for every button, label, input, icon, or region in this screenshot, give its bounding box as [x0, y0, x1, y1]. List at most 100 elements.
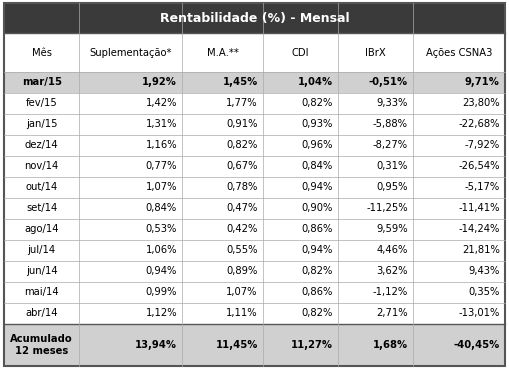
Text: ago/14: ago/14 — [24, 224, 59, 234]
Bar — [338, 219, 413, 240]
Bar — [79, 135, 182, 156]
Bar — [79, 261, 182, 282]
Text: 9,71%: 9,71% — [465, 77, 500, 87]
Bar — [263, 261, 338, 282]
Text: 0,35%: 0,35% — [468, 287, 500, 297]
Bar — [263, 177, 338, 198]
Bar — [263, 324, 338, 366]
Bar — [182, 261, 263, 282]
Text: 11,45%: 11,45% — [215, 340, 258, 350]
Text: out/14: out/14 — [25, 182, 58, 192]
Bar — [4, 135, 79, 156]
Text: mar/15: mar/15 — [22, 77, 62, 87]
Bar — [182, 198, 263, 219]
Bar — [263, 240, 338, 261]
Text: 0,86%: 0,86% — [301, 224, 333, 234]
Text: dez/14: dez/14 — [25, 140, 59, 150]
Bar — [182, 303, 263, 324]
Text: 0,94%: 0,94% — [301, 245, 333, 255]
Bar — [413, 33, 505, 72]
Bar — [4, 156, 79, 177]
Text: 1,92%: 1,92% — [142, 77, 177, 87]
Bar — [79, 33, 182, 72]
Bar — [182, 114, 263, 135]
Text: -0,51%: -0,51% — [369, 77, 408, 87]
Text: 0,99%: 0,99% — [146, 287, 177, 297]
Text: -14,24%: -14,24% — [459, 224, 500, 234]
Text: 0,77%: 0,77% — [146, 161, 177, 171]
Text: abr/14: abr/14 — [25, 308, 58, 318]
Text: M.A.**: M.A.** — [207, 48, 238, 58]
Bar — [413, 156, 505, 177]
Bar — [4, 198, 79, 219]
Text: -5,88%: -5,88% — [373, 120, 408, 130]
Bar — [338, 324, 413, 366]
Bar — [79, 240, 182, 261]
Bar — [182, 177, 263, 198]
Text: 1,77%: 1,77% — [226, 99, 258, 108]
Text: 1,07%: 1,07% — [227, 287, 258, 297]
Bar — [4, 303, 79, 324]
Text: 0,84%: 0,84% — [146, 203, 177, 213]
Text: 11,27%: 11,27% — [291, 340, 333, 350]
Text: 13,94%: 13,94% — [135, 340, 177, 350]
Text: jul/14: jul/14 — [27, 245, 55, 255]
Bar — [413, 282, 505, 303]
Text: 1,04%: 1,04% — [298, 77, 333, 87]
Text: 0,86%: 0,86% — [301, 287, 333, 297]
Text: set/14: set/14 — [26, 203, 57, 213]
Text: 0,89%: 0,89% — [227, 266, 258, 276]
Bar — [413, 261, 505, 282]
Text: 0,95%: 0,95% — [377, 182, 408, 192]
Text: -8,27%: -8,27% — [373, 140, 408, 150]
Bar — [338, 198, 413, 219]
Bar — [413, 303, 505, 324]
Bar — [182, 33, 263, 72]
Text: 9,33%: 9,33% — [377, 99, 408, 108]
Text: 1,16%: 1,16% — [146, 140, 177, 150]
Bar — [79, 324, 182, 366]
Bar — [263, 135, 338, 156]
Bar — [413, 135, 505, 156]
Bar — [79, 156, 182, 177]
Bar — [338, 33, 413, 72]
Text: Suplementação*: Suplementação* — [90, 48, 172, 58]
Text: 4,46%: 4,46% — [377, 245, 408, 255]
Bar — [4, 114, 79, 135]
Text: 0,55%: 0,55% — [227, 245, 258, 255]
Bar — [263, 156, 338, 177]
Bar — [338, 282, 413, 303]
Bar — [338, 240, 413, 261]
Bar — [413, 198, 505, 219]
Text: nov/14: nov/14 — [24, 161, 59, 171]
Bar — [182, 324, 263, 366]
Bar — [413, 219, 505, 240]
Bar — [263, 219, 338, 240]
Text: 0,78%: 0,78% — [227, 182, 258, 192]
Bar — [413, 114, 505, 135]
Text: 1,12%: 1,12% — [146, 308, 177, 318]
Text: 0,31%: 0,31% — [377, 161, 408, 171]
Bar — [338, 156, 413, 177]
Text: -7,92%: -7,92% — [465, 140, 500, 150]
Text: -5,17%: -5,17% — [465, 182, 500, 192]
Text: 1,31%: 1,31% — [146, 120, 177, 130]
Bar — [79, 72, 182, 93]
Bar — [79, 93, 182, 114]
Text: Rentabilidade (%) - Mensal: Rentabilidade (%) - Mensal — [160, 11, 349, 25]
Bar — [79, 177, 182, 198]
Bar — [263, 282, 338, 303]
Bar — [413, 72, 505, 93]
Bar — [338, 135, 413, 156]
Text: 23,80%: 23,80% — [462, 99, 500, 108]
Bar — [338, 261, 413, 282]
Bar — [182, 282, 263, 303]
Bar — [338, 72, 413, 93]
Bar — [4, 282, 79, 303]
Text: Ações CSNA3: Ações CSNA3 — [426, 48, 492, 58]
Text: 1,45%: 1,45% — [222, 77, 258, 87]
Bar — [4, 219, 79, 240]
Text: 0,91%: 0,91% — [227, 120, 258, 130]
Bar — [182, 219, 263, 240]
Bar — [79, 198, 182, 219]
